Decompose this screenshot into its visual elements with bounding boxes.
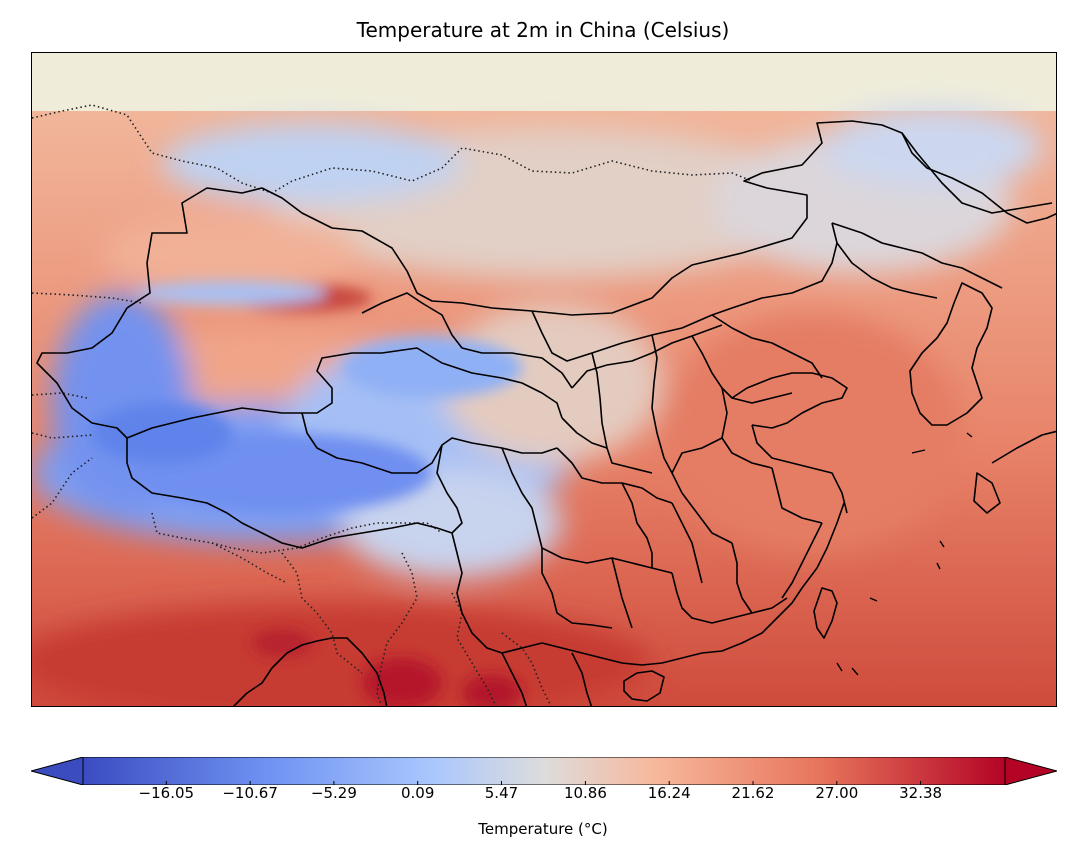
colorbar-tick-label: −16.05 <box>138 784 195 802</box>
temperature-map <box>32 53 1056 706</box>
colorbar-tick-label: −10.67 <box>222 784 278 802</box>
colorbar-tick-label: 5.47 <box>484 784 519 802</box>
map-title: Temperature at 2m in China (Celsius) <box>356 18 730 42</box>
colorbar-extend-high <box>1004 757 1057 785</box>
colorbar-tick-label: 10.86 <box>563 784 607 802</box>
province-borders <box>36 120 1056 706</box>
map-plot-area[interactable] <box>31 52 1057 707</box>
colorbar-gradient <box>82 757 1006 785</box>
colorbar-tick-label: 27.00 <box>815 784 859 802</box>
temperature-field <box>32 108 1056 706</box>
colorbar-label: Temperature (°C) <box>478 820 608 838</box>
colorbar <box>31 757 1057 785</box>
colorbar-tick-marks <box>165 781 922 785</box>
colorbar-tick-labels: −16.05 −10.67 −5.29 0.09 5.47 10.86 16.2… <box>0 784 1086 808</box>
colorbar-tick-label: 21.62 <box>731 784 775 802</box>
international-borders <box>32 104 753 706</box>
no-data-band <box>32 53 1056 111</box>
colorbar-tick-label: 32.38 <box>899 784 943 802</box>
colorbar-tick-label: 16.24 <box>647 784 691 802</box>
colorbar-tick-label: 0.09 <box>400 784 435 802</box>
colorbar-extend-low <box>31 757 84 785</box>
islands <box>836 432 973 676</box>
colorbar-tick-label: −5.29 <box>310 784 357 802</box>
